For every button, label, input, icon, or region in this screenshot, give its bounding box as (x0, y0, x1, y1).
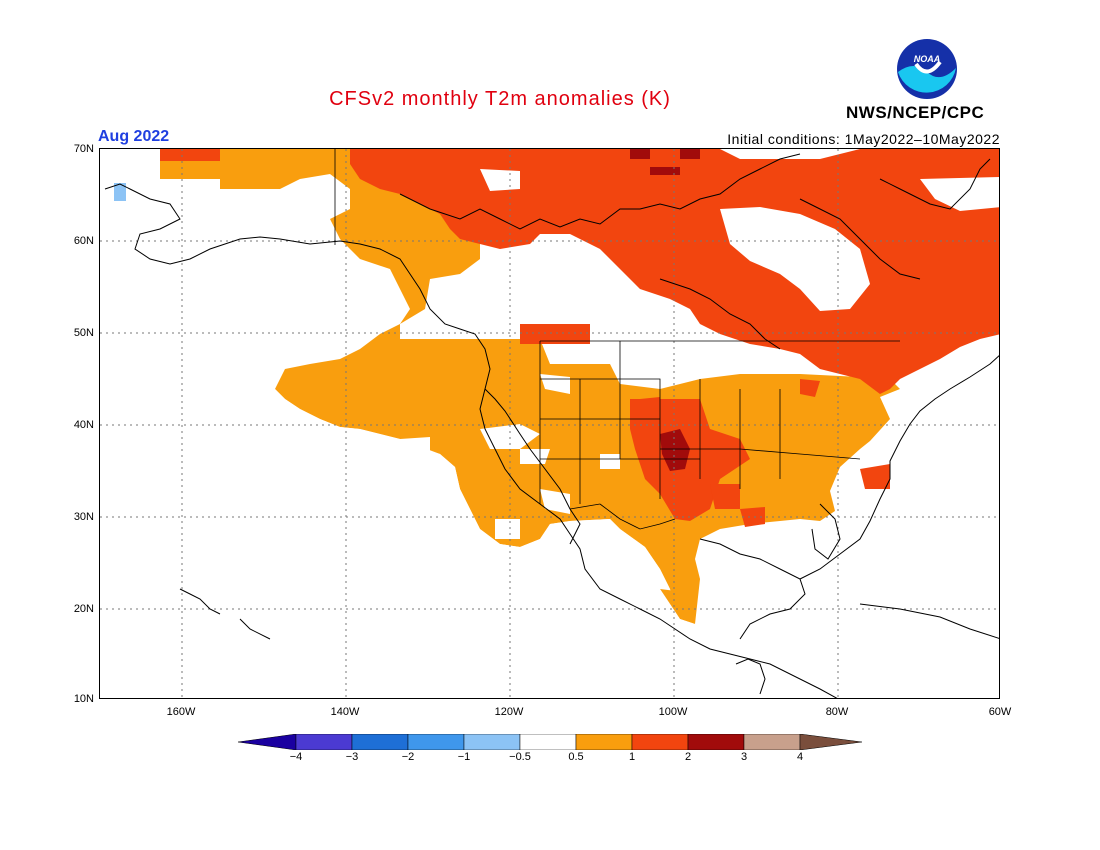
legend-label-3: 3 (740, 751, 748, 763)
noaa-logo-icon: NOAA (897, 39, 957, 99)
forecast-period: Aug 2022 (98, 128, 170, 145)
lat-label-40n: 40N (73, 419, 94, 431)
legend-swatch-minus-4-to-3 (295, 734, 353, 750)
legend-label-2: 2 (684, 751, 692, 763)
lon-label-80w: 80W (825, 706, 849, 718)
anomaly-region-minus-1-to-0-5 (114, 183, 126, 201)
lon-label-160w: 160W (166, 706, 196, 718)
lon-label-140w: 140W (330, 706, 360, 718)
legend-swatch-minus-2-to-1 (407, 734, 465, 750)
chart-title: CFSv2 monthly T2m anomalies (K) (329, 88, 671, 110)
lon-label-60w: 60W (988, 706, 1012, 718)
lat-lon-grid (100, 149, 999, 698)
lat-label-60n: 60N (73, 235, 94, 247)
legend-label-minus-1: −1 (457, 751, 471, 763)
lat-label-70n: 70N (73, 143, 94, 155)
legend-swatch-minus-3-to-2 (351, 734, 409, 750)
lat-label-30n: 30N (73, 511, 94, 523)
lat-label-10n: 10N (73, 693, 94, 705)
legend-label-4: 4 (796, 751, 804, 763)
legend-swatch-plus-0-5-to-1 (575, 734, 633, 750)
lat-label-50n: 50N (73, 327, 94, 339)
map-panel (99, 148, 1000, 699)
legend-swatch-above-4 (799, 734, 862, 750)
legend-swatch-minus-1-to-0-5 (463, 734, 521, 750)
legend-swatch-plus-3-to-4 (743, 734, 801, 750)
state-borders (334, 149, 900, 530)
legend-label-minus-2: −2 (401, 751, 415, 763)
lat-label-20n: 20N (73, 603, 94, 615)
legend-label-minus-0-5: −0.5 (509, 751, 531, 763)
anomaly-region-plus-2-to-3 (630, 149, 700, 471)
legend-label-minus-3: −3 (345, 751, 359, 763)
legend-swatch-below-minus-4 (238, 734, 297, 750)
lon-label-100w: 100W (658, 706, 688, 718)
organization-label: NWS/NCEP/CPC (846, 103, 985, 122)
lon-label-120w: 120W (494, 706, 524, 718)
legend-swatch-neutral (519, 734, 577, 750)
anomaly-map (100, 149, 999, 698)
legend-label-minus-4: −4 (289, 751, 303, 763)
color-legend (238, 734, 862, 750)
initial-conditions: Initial conditions: 1May2022–10May2022 (727, 131, 1000, 147)
legend-label-1: 1 (628, 751, 636, 763)
legend-swatch-plus-1-to-2 (631, 734, 689, 750)
svg-text:NOAA: NOAA (914, 54, 941, 64)
coastlines (104, 153, 999, 698)
legend-label-0-5: 0.5 (568, 751, 584, 763)
legend-swatch-plus-2-to-3 (687, 734, 745, 750)
